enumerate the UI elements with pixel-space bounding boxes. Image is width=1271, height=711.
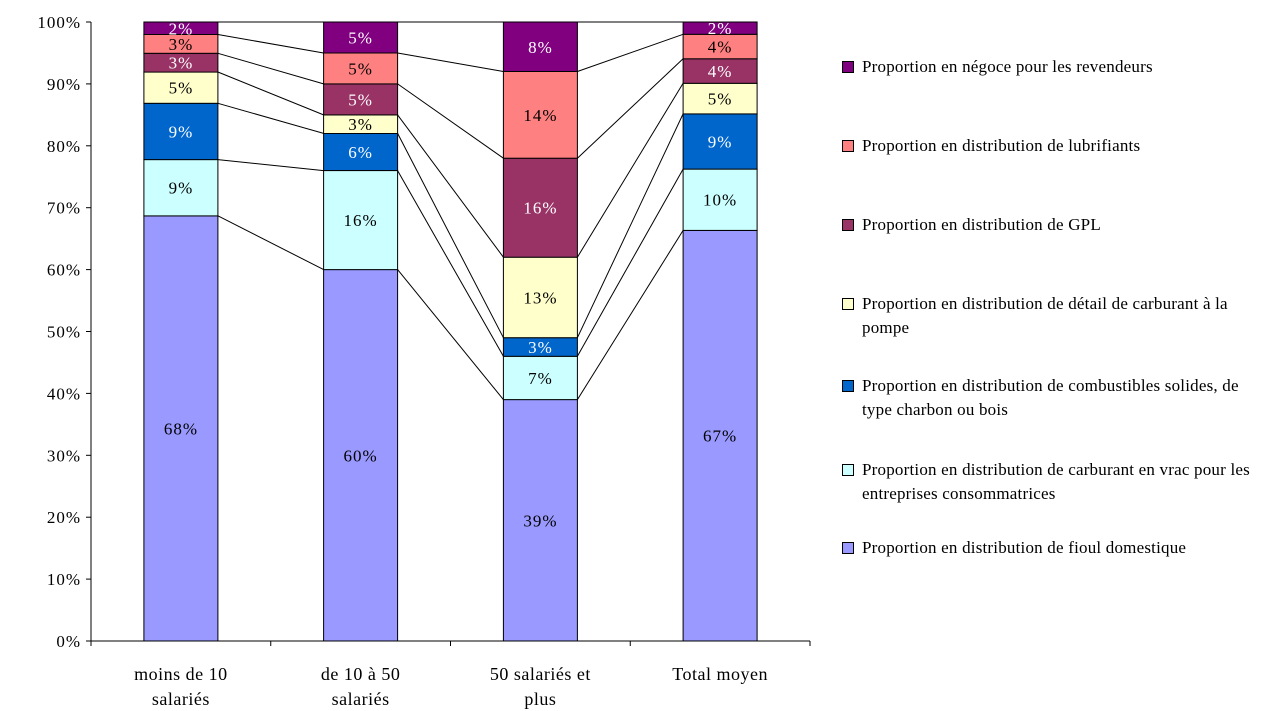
legend: Proportion en négoce pour les revendeurs… bbox=[840, 0, 1271, 711]
legend-swatch bbox=[842, 380, 854, 392]
bar-segment bbox=[143, 21, 219, 35]
data-label: 4% bbox=[708, 38, 733, 57]
bar-segment bbox=[502, 399, 578, 642]
data-label: 3% bbox=[348, 115, 373, 134]
bar-segment bbox=[682, 168, 758, 231]
series-line bbox=[397, 52, 504, 72]
series-line bbox=[576, 230, 684, 400]
legend-swatch bbox=[842, 464, 854, 476]
bar-segment bbox=[143, 102, 219, 161]
series-line bbox=[577, 33, 684, 72]
data-label: 60% bbox=[344, 446, 378, 465]
series-line bbox=[576, 168, 684, 357]
legend-label: Proportion en distribution de détail de … bbox=[862, 294, 1228, 337]
y-tick-label: 40% bbox=[47, 384, 81, 403]
data-label: 3% bbox=[169, 35, 194, 54]
series-line bbox=[397, 170, 504, 357]
legend-swatch bbox=[842, 298, 854, 310]
y-tick-label: 80% bbox=[47, 137, 81, 156]
data-label: 9% bbox=[169, 179, 194, 198]
segment-labels: 68%9%9%5%3%3%2%60%16%6%3%5%5%5%39%7%3%13… bbox=[164, 19, 737, 530]
y-tick-label: 30% bbox=[47, 446, 81, 465]
data-label: 5% bbox=[708, 90, 733, 109]
data-label: 16% bbox=[344, 211, 378, 230]
bar-segment bbox=[682, 21, 758, 35]
series-line bbox=[577, 58, 684, 159]
data-label: 3% bbox=[528, 338, 553, 357]
legend-label: Proportion en distribution de combustibl… bbox=[862, 376, 1239, 419]
data-label: 14% bbox=[523, 106, 557, 125]
series-line bbox=[576, 83, 684, 258]
bars bbox=[143, 21, 758, 642]
data-label: 68% bbox=[164, 419, 198, 438]
x-tick-label: 50 salariés et plus bbox=[490, 664, 591, 709]
bar-segment bbox=[323, 52, 399, 85]
legend-label: Proportion en distribution de fioul dome… bbox=[862, 538, 1187, 557]
legend-label: Proportion en distribution de lubrifiant… bbox=[862, 136, 1141, 155]
x-tick-label: Total moyen bbox=[672, 664, 768, 684]
data-label: 10% bbox=[703, 191, 737, 210]
legend-swatch bbox=[842, 542, 854, 554]
legend-label: Proportion en distribution de GPL bbox=[862, 215, 1101, 234]
data-label: 13% bbox=[523, 289, 557, 308]
series-line bbox=[217, 52, 324, 85]
stacked-bar-chart: 68%9%9%5%3%3%2%60%16%6%3%5%5%5%39%7%3%13… bbox=[37, 13, 811, 709]
bar-segment bbox=[323, 269, 399, 642]
series-line bbox=[397, 83, 504, 159]
series-line bbox=[217, 102, 324, 134]
bar-segment bbox=[502, 21, 578, 72]
x-tick-label: moins de 10 salariés bbox=[134, 664, 228, 709]
series-line bbox=[576, 113, 684, 338]
bar-segment bbox=[502, 71, 578, 159]
data-label: 5% bbox=[348, 90, 373, 109]
y-tick-label: 60% bbox=[47, 261, 81, 280]
series-line bbox=[217, 215, 324, 271]
legend-label: Proportion en négoce pour les revendeurs bbox=[862, 57, 1153, 76]
data-label: 8% bbox=[528, 38, 553, 57]
y-tick-label: 100% bbox=[37, 13, 81, 32]
y-tick-label: 0% bbox=[56, 632, 81, 651]
legend-swatch bbox=[842, 219, 854, 231]
legend-swatch bbox=[842, 140, 854, 152]
axes: 0% 10% 20% 30% 40% 50% 60% 70% 80% 90% 100% moins d… bbox=[37, 13, 811, 709]
data-label: 9% bbox=[169, 122, 194, 141]
x-tick-label: de 10 à 50 salariés bbox=[321, 664, 400, 709]
data-label: 2% bbox=[169, 19, 194, 38]
data-label: 4% bbox=[708, 62, 733, 81]
y-tick-label: 20% bbox=[47, 508, 81, 527]
data-label: 9% bbox=[708, 133, 733, 152]
series-line bbox=[397, 133, 504, 338]
data-label: 2% bbox=[708, 19, 733, 38]
y-tick-label: 10% bbox=[47, 570, 81, 589]
data-label: 39% bbox=[523, 511, 557, 530]
legend-label: Proportion en distribution de carburant … bbox=[862, 460, 1250, 503]
series-line bbox=[397, 269, 504, 400]
bar-segment bbox=[143, 159, 219, 217]
data-label: 5% bbox=[348, 29, 373, 48]
bar-segment bbox=[323, 170, 399, 271]
bar-segment bbox=[682, 82, 758, 115]
data-label: 7% bbox=[528, 369, 553, 388]
data-label: 67% bbox=[703, 427, 737, 446]
series-line bbox=[217, 159, 324, 172]
bar-segment bbox=[682, 58, 758, 84]
series-line bbox=[217, 34, 324, 54]
data-label: 16% bbox=[523, 199, 557, 218]
bar-segment bbox=[682, 33, 758, 60]
data-label: 3% bbox=[169, 54, 194, 73]
series-line bbox=[217, 71, 324, 116]
bar-segment bbox=[323, 21, 399, 54]
series-lines bbox=[217, 21, 684, 400]
data-label: 5% bbox=[169, 79, 194, 98]
data-label: 5% bbox=[348, 59, 373, 78]
bar-segment bbox=[502, 355, 578, 401]
data-label: 6% bbox=[348, 143, 373, 162]
legend-swatch bbox=[842, 61, 854, 73]
bar-segment bbox=[502, 157, 578, 258]
y-tick-label: 90% bbox=[47, 75, 81, 94]
bar-segment bbox=[682, 229, 758, 642]
series-line bbox=[397, 114, 504, 258]
y-tick-label: 70% bbox=[47, 199, 81, 218]
y-tick-label: 50% bbox=[47, 323, 81, 342]
